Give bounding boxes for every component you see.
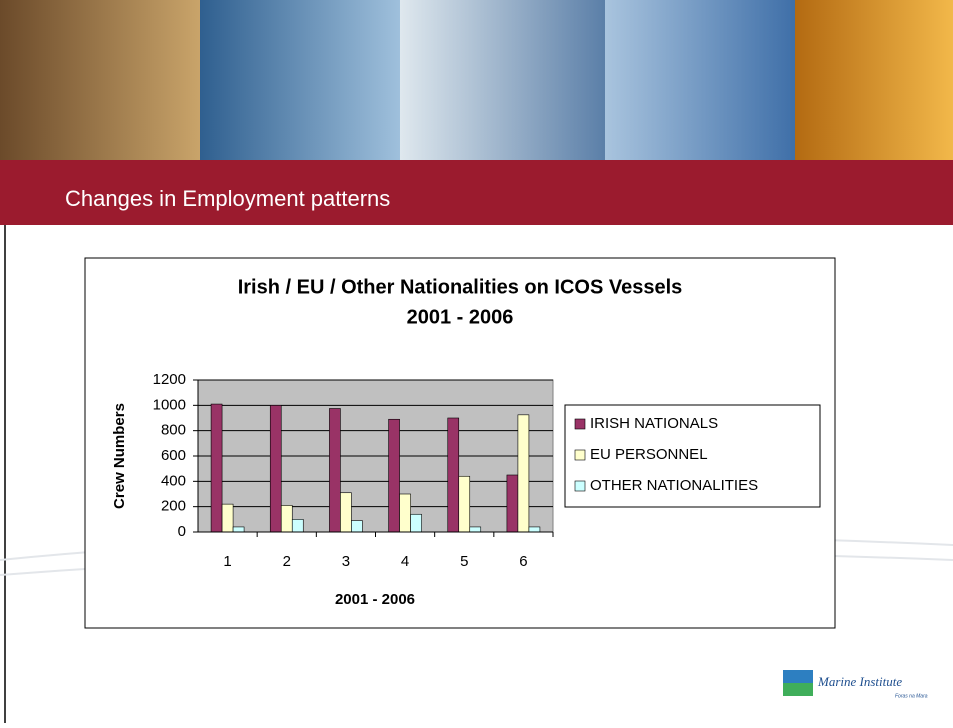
x-tick-label: 1 — [223, 553, 231, 570]
bar — [399, 493, 411, 533]
x-tick-label: 3 — [342, 553, 350, 570]
bar — [291, 519, 304, 533]
bar — [388, 418, 400, 533]
slide-title: Changes in Employment patterns — [65, 186, 390, 211]
chart-title: Irish / EU / Other Nationalities on ICOS… — [238, 276, 683, 298]
legend-swatch — [574, 449, 586, 461]
x-tick-label: 4 — [401, 553, 409, 570]
bar — [447, 417, 460, 533]
y-tick-label: 600 — [161, 447, 186, 464]
bar — [280, 505, 293, 533]
y-tick-label: 1200 — [153, 371, 186, 388]
x-tick-label: 6 — [519, 553, 527, 570]
bar — [269, 405, 282, 533]
logo-name: Marine Institute — [817, 674, 902, 689]
y-tick-label: 0 — [178, 523, 186, 540]
legend-label: IRISH NATIONALS — [590, 415, 718, 432]
x-tick-label: 2 — [283, 553, 291, 570]
x-axis-label: 2001 - 2006 — [335, 591, 415, 608]
bar — [232, 526, 245, 533]
y-axis-label: Crew Numbers — [111, 403, 128, 509]
legend-swatch — [574, 418, 586, 430]
legend-label: OTHER NATIONALITIES — [590, 477, 758, 494]
legend-swatch — [574, 480, 586, 492]
bar — [329, 408, 341, 533]
bar — [210, 403, 223, 533]
y-tick-label: 1000 — [153, 396, 186, 413]
bar — [351, 520, 363, 533]
chart-subtitle: 2001 - 2006 — [407, 306, 514, 328]
logo-tagline: Foras na Mara — [895, 693, 928, 699]
legend-box — [564, 404, 821, 508]
logo: Marine Institute Foras na Mara — [783, 670, 928, 699]
y-tick-label: 400 — [161, 472, 186, 489]
bar — [469, 526, 482, 533]
y-tick-label: 800 — [161, 422, 186, 439]
legend-label: EU PERSONNEL — [590, 446, 708, 463]
bar — [458, 475, 471, 533]
bar — [221, 503, 234, 533]
header-images — [0, 0, 953, 162]
bar — [410, 513, 422, 533]
logo-mark — [783, 683, 813, 696]
title-band — [0, 160, 953, 225]
bar — [506, 474, 519, 533]
bar — [340, 492, 352, 533]
y-tick-label: 200 — [161, 498, 186, 515]
bar — [517, 414, 530, 533]
bar — [528, 526, 541, 533]
x-tick-label: 5 — [460, 553, 468, 570]
